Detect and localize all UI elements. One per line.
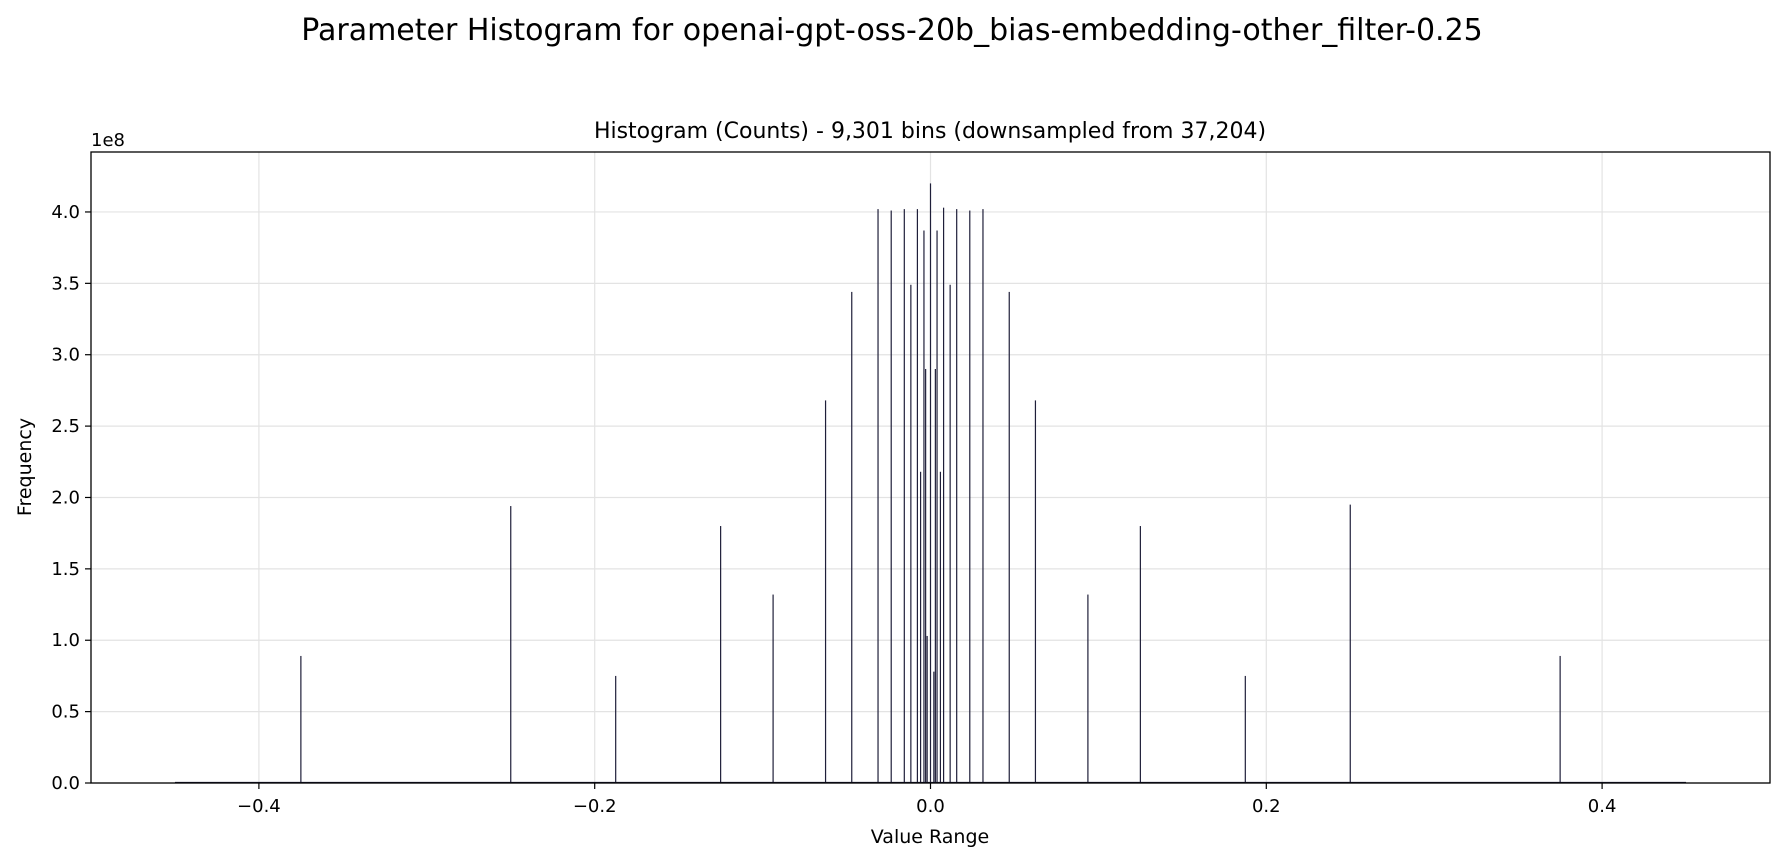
histogram-bar — [919, 471, 922, 783]
y-tick-label: 0.0 — [51, 773, 80, 794]
histogram-bars — [174, 183, 1687, 784]
histogram-bar — [942, 207, 945, 784]
y-tick-label: 1.5 — [51, 559, 80, 580]
histogram-bar — [851, 291, 853, 783]
histogram-bar — [936, 230, 938, 784]
y-tick-label: 3.0 — [51, 345, 80, 366]
figure-suptitle: Parameter Histogram for openai-gpt-oss-2… — [301, 13, 1483, 48]
histogram-bar — [982, 209, 984, 783]
histogram-bar — [510, 506, 512, 783]
histogram-bar — [615, 675, 617, 783]
histogram-bar — [1034, 400, 1037, 783]
histogram-bar — [1559, 655, 1561, 783]
x-tick-label: −0.2 — [573, 796, 617, 817]
x-tick-label: 0.4 — [1588, 796, 1617, 817]
histogram-bar — [720, 526, 722, 783]
x-tick-label: 0.2 — [1252, 796, 1281, 817]
y-tick-label: 3.5 — [51, 273, 80, 294]
histogram-bar — [890, 210, 892, 783]
histogram-bar — [969, 210, 971, 783]
histogram-bar — [1139, 526, 1141, 783]
histogram-bar — [933, 671, 935, 783]
histogram-bar — [916, 209, 919, 783]
histogram-bar — [949, 284, 951, 783]
x-axis-label: Value Range — [871, 826, 989, 848]
histogram-bar — [877, 209, 879, 783]
y-tick-label: 0.5 — [51, 702, 80, 723]
y-tick-label: 2.0 — [51, 487, 80, 508]
histogram-bar — [923, 230, 925, 784]
histogram-bar — [925, 368, 927, 783]
histogram-bar — [903, 209, 905, 783]
x-tick-label: −0.4 — [237, 796, 281, 817]
y-tick-label: 2.5 — [51, 416, 80, 437]
x-axis-ticks: −0.4 −0.2 0.0 0.2 0.4 — [237, 783, 1616, 817]
histogram-bar — [1087, 594, 1089, 783]
x-tick-label: 0.0 — [916, 796, 945, 817]
y-tick-label: 1.0 — [51, 630, 80, 651]
y-axis-ticks: 0.0 0.5 1.0 1.5 2.0 2.5 3.0 3.5 4.0 — [51, 202, 91, 794]
histogram-bar — [1244, 675, 1246, 783]
y-scale-label: 1e8 — [91, 130, 125, 151]
histogram-bar — [1008, 291, 1010, 783]
y-tick-label: 4.0 — [51, 202, 80, 223]
histogram-bar — [929, 183, 932, 784]
chart-title: Histogram (Counts) - 9,301 bins (downsam… — [594, 119, 1266, 144]
y-axis-label: Frequency — [14, 418, 36, 516]
histogram-bar — [934, 368, 936, 783]
histogram-bar — [926, 635, 928, 783]
histogram-bar — [939, 471, 942, 783]
histogram-bar — [910, 284, 912, 783]
histogram-bar — [824, 400, 827, 783]
histogram-bar — [772, 594, 774, 783]
histogram-bar — [1349, 504, 1351, 783]
histogram-bar — [956, 209, 958, 783]
histogram-bar — [300, 655, 302, 783]
